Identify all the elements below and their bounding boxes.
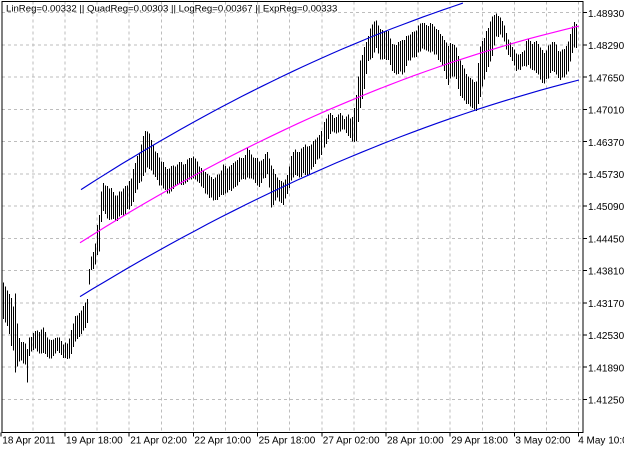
svg-text:1.47010: 1.47010 bbox=[588, 106, 624, 117]
svg-text:1.42530: 1.42530 bbox=[588, 331, 624, 342]
svg-text:1.41890: 1.41890 bbox=[588, 363, 624, 374]
svg-text:22 Apr 10:00: 22 Apr 10:00 bbox=[194, 436, 251, 447]
svg-text:28 Apr 10:00: 28 Apr 10:00 bbox=[387, 436, 444, 447]
svg-text:1.46370: 1.46370 bbox=[588, 138, 624, 149]
svg-text:21 Apr 02:00: 21 Apr 02:00 bbox=[130, 436, 187, 447]
svg-text:1.48930: 1.48930 bbox=[588, 9, 624, 20]
svg-text:LinReg=0.00332 || QuadReg=0.00: LinReg=0.00332 || QuadReg=0.00303 || Log… bbox=[6, 4, 337, 15]
svg-text:27 Apr 02:00: 27 Apr 02:00 bbox=[323, 436, 380, 447]
svg-text:3 May 02:00: 3 May 02:00 bbox=[515, 436, 570, 447]
svg-text:1.45730: 1.45730 bbox=[588, 170, 624, 181]
svg-text:18 Apr 2011: 18 Apr 2011 bbox=[2, 436, 56, 447]
svg-text:1.43170: 1.43170 bbox=[588, 299, 624, 310]
svg-text:29 Apr 18:00: 29 Apr 18:00 bbox=[451, 436, 508, 447]
svg-text:1.41250: 1.41250 bbox=[588, 396, 624, 407]
svg-text:1.47650: 1.47650 bbox=[588, 73, 624, 84]
svg-text:1.43810: 1.43810 bbox=[588, 267, 624, 278]
svg-text:1.45090: 1.45090 bbox=[588, 202, 624, 213]
svg-text:1.44450: 1.44450 bbox=[588, 235, 624, 246]
svg-text:4 May 10:00: 4 May 10:00 bbox=[578, 436, 624, 447]
svg-text:1.48290: 1.48290 bbox=[588, 41, 624, 52]
svg-text:25 Apr 18:00: 25 Apr 18:00 bbox=[259, 436, 316, 447]
svg-text:19 Apr 18:00: 19 Apr 18:00 bbox=[66, 436, 123, 447]
